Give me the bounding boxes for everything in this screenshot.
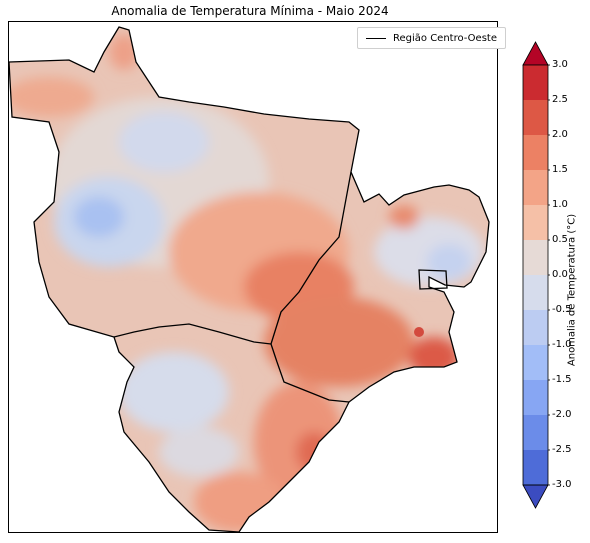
colorbar-band <box>523 380 548 416</box>
cool-area-west-core <box>74 197 124 237</box>
state-border-ms-go <box>276 361 350 403</box>
colorbar-extend-min <box>522 484 549 509</box>
colorbar-tick-label: -1.5 <box>552 374 572 385</box>
colorbar-band <box>523 450 548 486</box>
colorbar-band <box>523 65 548 101</box>
state-border-mt-ms <box>113 323 272 345</box>
hot-area-goias <box>264 297 414 387</box>
colorbar-tick-label: 1.0 <box>552 199 568 210</box>
colorbar-extend-max <box>522 41 549 66</box>
colorbar-tick-label: 1.5 <box>552 164 568 175</box>
cool-area-east <box>427 244 471 280</box>
neutral-area-center <box>159 427 239 477</box>
colorbar-band <box>523 170 548 206</box>
anomaly-map <box>9 26 490 532</box>
colorbar-tick-label: -1.0 <box>552 339 572 350</box>
colorbar-band <box>523 205 548 241</box>
region-borders <box>9 26 490 532</box>
colorbar-tick-label: 0.5 <box>552 234 568 245</box>
centro-oeste-outline <box>9 26 490 532</box>
colorbar-band <box>523 100 548 136</box>
colorbar-tick-label: 0.0 <box>552 269 568 280</box>
map-frame <box>8 21 498 533</box>
colorbar-band <box>523 345 548 381</box>
map-legend: Região Centro-Oeste <box>357 27 506 49</box>
colorbar-band <box>523 240 548 276</box>
warm-area-northwest <box>9 77 94 117</box>
colorbar-tick-label: -0.5 <box>552 304 572 315</box>
colorbar-label: Anomalia de Temperatura (°C) <box>566 213 578 367</box>
colorbar <box>522 41 550 509</box>
legend-label: Região Centro-Oeste <box>393 32 497 44</box>
map-title: Anomalia de Temperatura Mínima - Maio 20… <box>111 4 389 18</box>
colorbar-tick-label: -3.0 <box>552 479 572 490</box>
colorbar-band <box>523 135 548 171</box>
colorbar-tick-label: 3.0 <box>552 59 568 70</box>
colorbar-band <box>523 275 548 311</box>
neutral-area-southwest <box>119 352 229 432</box>
warm-area-south <box>194 472 284 532</box>
cool-area-north <box>119 112 209 172</box>
legend-line-swatch <box>366 37 386 39</box>
colorbar-tick-label: 2.0 <box>552 129 568 140</box>
hot-spot <box>414 327 424 337</box>
colorbar-tick-label: -2.5 <box>552 444 572 455</box>
warm-area-northeast <box>389 205 419 229</box>
colorbar-tick-label: -2.0 <box>552 409 572 420</box>
warm-area-north <box>109 34 139 70</box>
df-outline <box>418 269 448 290</box>
colorbar-tick-label: 2.5 <box>552 94 568 105</box>
colorbar-band <box>523 310 548 346</box>
colorbar-band <box>523 415 548 451</box>
